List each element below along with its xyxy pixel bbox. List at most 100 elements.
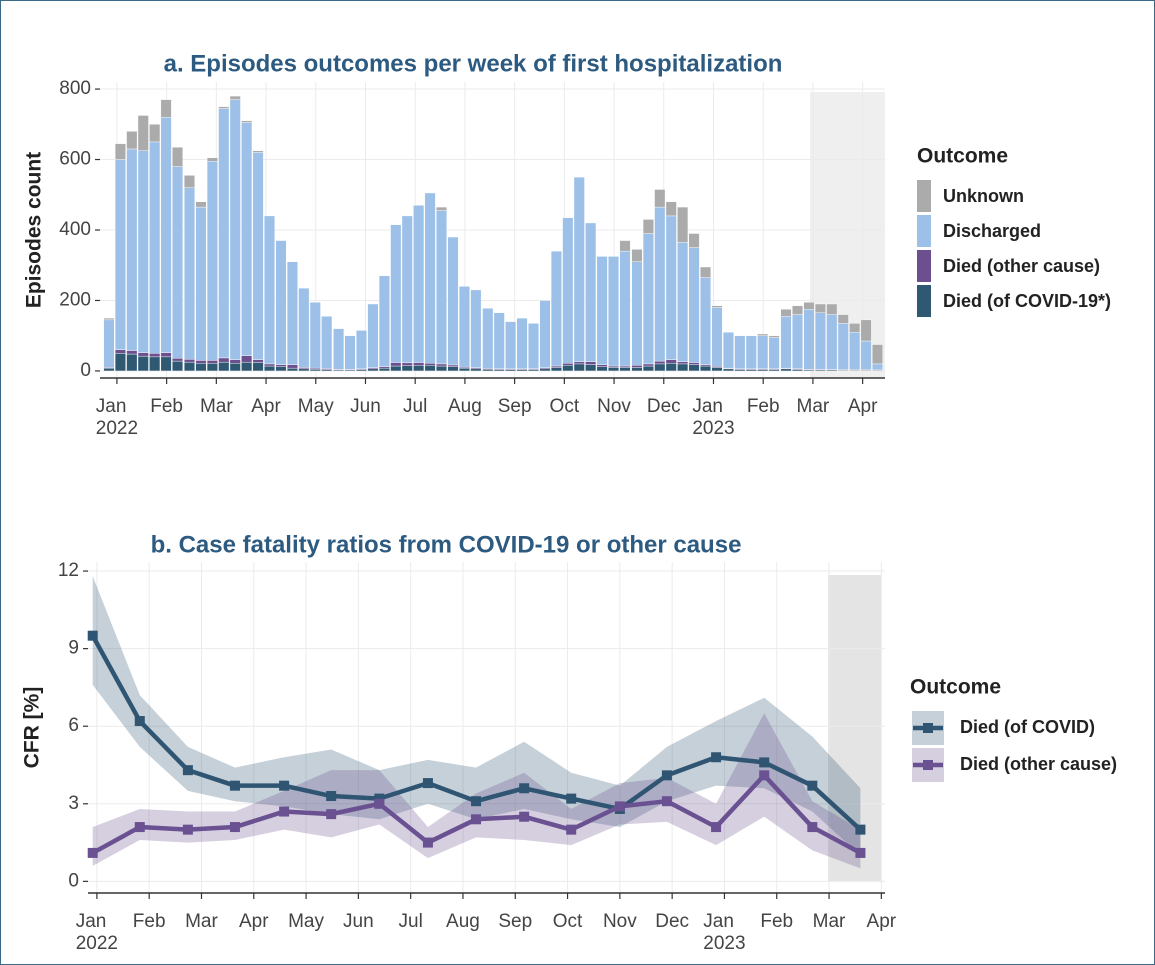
x-tick-label: Jan 2023 — [692, 396, 735, 439]
bar-segment — [184, 359, 195, 363]
bar-segment — [149, 124, 161, 143]
bar-segment — [631, 249, 643, 262]
point — [326, 791, 337, 802]
bar-segment — [688, 362, 700, 365]
bar-segment — [367, 303, 379, 368]
bar-segment — [103, 319, 115, 368]
bar-segment — [780, 316, 792, 369]
bar-segment — [596, 256, 608, 365]
legend-title: Outcome — [917, 145, 1008, 168]
bar-segment — [275, 240, 287, 365]
bar-segment — [619, 367, 631, 372]
bar-segment — [241, 122, 253, 356]
bar-segment — [505, 321, 517, 370]
legend-label: Discharged — [943, 221, 1041, 241]
point — [326, 809, 337, 820]
bar-segment — [241, 355, 253, 363]
y-tick-label: 0 — [80, 360, 91, 381]
bar-segment — [160, 117, 172, 353]
bar-segment — [585, 361, 597, 365]
bar-segment — [642, 363, 654, 367]
bar-segment — [401, 365, 413, 372]
bar-segment — [195, 363, 207, 372]
x-tick-label: Feb — [760, 911, 794, 932]
x-tick-label: May — [288, 911, 325, 932]
bar-segment — [505, 369, 517, 372]
bar-segment — [436, 206, 448, 211]
x-tick-label: Nov — [602, 911, 637, 932]
bar-segment — [458, 367, 470, 372]
bar-segment — [149, 141, 161, 354]
bar-segment — [436, 365, 448, 372]
bar-segment — [734, 335, 746, 370]
x-tick-label: Jun — [343, 911, 374, 932]
y-tick-label: 800 — [59, 78, 91, 99]
legend-label: Unknown — [943, 186, 1024, 206]
bar-segment — [849, 331, 861, 370]
point — [807, 780, 818, 791]
x-tick-label: Mar — [199, 396, 233, 417]
y-tick-label: 600 — [59, 149, 91, 170]
bar-segment — [252, 362, 264, 372]
bar-segment — [688, 233, 700, 248]
legend-key — [917, 250, 931, 282]
bar-segment — [619, 250, 631, 367]
bar-segment — [447, 366, 459, 372]
bar-segment — [447, 236, 459, 366]
x-tick-label: Dec — [655, 911, 690, 932]
bar-segment — [378, 275, 390, 367]
x-tick-label: Jan 2022 — [95, 396, 139, 439]
x-tick-label: Nov — [597, 396, 631, 417]
x-tick-label: Mar — [185, 911, 218, 932]
bar-segment — [608, 365, 620, 368]
point — [759, 770, 770, 781]
point — [87, 630, 98, 641]
bar-segment — [172, 360, 184, 372]
bar-segment — [321, 369, 333, 372]
point — [182, 824, 193, 835]
legend-label: Died (other cause) — [943, 256, 1100, 276]
bar-segment — [562, 365, 574, 372]
bar-segment — [206, 161, 218, 361]
bar-segment — [573, 176, 585, 362]
y-tick-label: 0 — [68, 870, 79, 891]
bar-segment — [585, 222, 597, 362]
x-tick-label: Dec — [646, 396, 681, 417]
bar-segment — [550, 250, 562, 367]
bar-segment — [516, 369, 528, 372]
bar-segment — [160, 356, 172, 372]
bar-segment — [447, 364, 459, 367]
bar-segment — [286, 261, 298, 365]
bar-segment — [218, 357, 230, 363]
bar-segment — [482, 308, 494, 369]
bar-segment — [757, 335, 769, 370]
bar-segment — [309, 302, 321, 369]
shaded-period — [828, 575, 881, 881]
bar-segment — [562, 217, 574, 364]
point — [422, 778, 433, 789]
bar-segment — [160, 99, 172, 118]
bar-segment — [665, 359, 677, 364]
bar-segment — [596, 364, 608, 367]
bar-segment — [814, 312, 826, 370]
bar-segment — [252, 359, 264, 363]
bar-segment — [562, 363, 574, 366]
bar-segment — [654, 189, 666, 208]
bar-segment — [126, 353, 138, 372]
x-tick-label: Aug — [448, 396, 482, 417]
y-axis-label: Episodes count — [23, 152, 46, 308]
bar-segment — [114, 353, 126, 372]
bar-segment — [860, 319, 872, 342]
bar-segment — [654, 363, 666, 372]
bar-segment — [665, 201, 677, 217]
bar-segment — [642, 233, 654, 365]
legend-key — [917, 285, 931, 317]
bar-segment — [356, 369, 367, 372]
bar-segment — [137, 352, 149, 357]
bar-segment — [757, 333, 769, 336]
bar-segment — [321, 316, 333, 369]
bar-segment — [390, 365, 402, 372]
bar-segment — [837, 314, 849, 324]
x-tick-label: Mar — [812, 911, 846, 932]
bar-segment — [424, 192, 436, 364]
